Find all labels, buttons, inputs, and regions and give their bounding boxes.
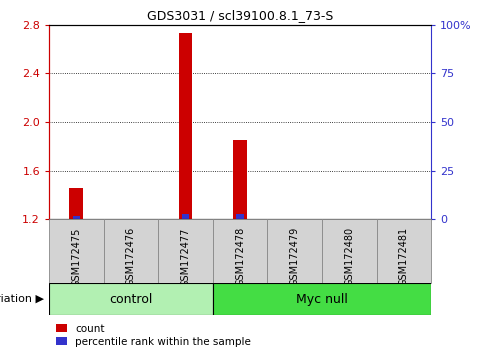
- Text: genotype/variation ▶: genotype/variation ▶: [0, 294, 44, 304]
- Bar: [233, 141, 247, 219]
- Text: GSM172477: GSM172477: [180, 227, 191, 286]
- Title: GDS3031 / scl39100.8.1_73-S: GDS3031 / scl39100.8.1_73-S: [147, 9, 333, 22]
- Text: GSM172479: GSM172479: [290, 227, 300, 286]
- Bar: [158, 219, 213, 283]
- Bar: [49, 219, 103, 283]
- Bar: [70, 188, 83, 219]
- Bar: [377, 219, 431, 283]
- Text: GSM172481: GSM172481: [399, 227, 409, 286]
- Text: GSM172478: GSM172478: [235, 227, 245, 286]
- Bar: [213, 219, 268, 283]
- Bar: [182, 213, 189, 219]
- Text: GSM172476: GSM172476: [126, 227, 136, 286]
- Bar: [103, 219, 158, 283]
- Legend: count, percentile rank within the sample: count, percentile rank within the sample: [54, 321, 253, 349]
- Bar: [179, 33, 192, 219]
- Bar: [213, 283, 431, 315]
- Text: control: control: [109, 293, 152, 306]
- Bar: [322, 219, 377, 283]
- Text: GSM172475: GSM172475: [72, 227, 81, 286]
- Bar: [268, 219, 322, 283]
- Bar: [73, 216, 80, 219]
- Bar: [49, 283, 213, 315]
- Bar: [236, 213, 244, 219]
- Text: GSM172480: GSM172480: [344, 227, 354, 286]
- Text: Myc null: Myc null: [296, 293, 348, 306]
